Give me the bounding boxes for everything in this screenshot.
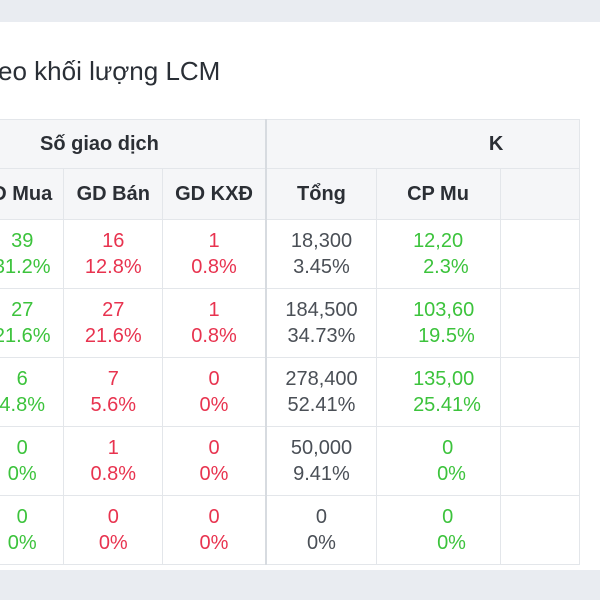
- bottom-background-strip: [0, 570, 600, 600]
- undetermined-cell: 1 0.8%: [162, 219, 267, 289]
- column-header-total: Tổng: [264, 168, 378, 220]
- overflow-cell: [500, 426, 580, 496]
- column-header-undetermined: GD KXĐ: [162, 168, 267, 220]
- total-cell: 50,000 9.41%: [264, 426, 378, 496]
- overflow-cell: [500, 495, 580, 565]
- sell-cell: 16 12.8%: [63, 219, 164, 289]
- sell-cell: 27 21.6%: [63, 288, 164, 358]
- overflow-cell: [500, 288, 580, 358]
- column-header-row: D Mua GD Bán GD KXĐ Tổng CP Mu: [0, 168, 580, 220]
- column-header-sell: GD Bán: [63, 168, 164, 220]
- buy-cell: 3931.2%: [0, 219, 65, 289]
- cp-buy-cell: 135,00 25.41%: [376, 357, 502, 427]
- cp-buy-cell: 0 0%: [376, 426, 502, 496]
- buy-cell: 0 0%: [0, 495, 65, 565]
- table-row: 0 0% 0 0% 0 0% 0 0% 0 0%: [0, 495, 580, 565]
- column-header-overflow: [500, 168, 580, 220]
- sell-cell: 0 0%: [63, 495, 164, 565]
- group-header-row: Số giao dịch K: [0, 119, 580, 169]
- overflow-cell: [500, 219, 580, 289]
- transaction-table: Số giao dịch K D Mua GD Bán GD KXĐ Tổng …: [0, 119, 580, 565]
- sell-cell: 7 5.6%: [63, 357, 164, 427]
- undetermined-cell: 0 0%: [162, 495, 267, 565]
- undetermined-cell: 1 0.8%: [162, 288, 267, 358]
- buy-cell: 0 0%: [0, 426, 65, 496]
- cp-buy-cell: 12,20 2.3%: [376, 219, 502, 289]
- total-cell: 0 0%: [264, 495, 378, 565]
- sell-cell: 1 0.8%: [63, 426, 164, 496]
- column-header-buy: D Mua: [0, 168, 65, 220]
- cp-buy-cell: 103,60 19.5%: [376, 288, 502, 358]
- undetermined-cell: 0 0%: [162, 426, 267, 496]
- card-title: eo khối lượng LCM: [0, 56, 221, 86]
- buy-cell: 6 4.8%: [0, 357, 65, 427]
- top-background-strip: [0, 0, 600, 22]
- group-header-volume: K: [264, 119, 580, 169]
- statistics-card: eo khối lượng LCM Số giao dịch K D Mua G…: [0, 22, 600, 570]
- column-header-cp-buy: CP Mu: [376, 168, 502, 220]
- group-header-transactions: Số giao dịch: [0, 119, 267, 169]
- total-cell: 18,300 3.45%: [264, 219, 378, 289]
- total-cell: 278,400 52.41%: [264, 357, 378, 427]
- overflow-cell: [500, 357, 580, 427]
- cp-buy-cell: 0 0%: [376, 495, 502, 565]
- undetermined-cell: 0 0%: [162, 357, 267, 427]
- table-row: 6 4.8% 7 5.6% 0 0% 278,400 52.41% 135,00 25.4…: [0, 357, 580, 427]
- table-row: 0 0% 1 0.8% 0 0% 50,000 9.41% 0 0%: [0, 426, 580, 496]
- total-cell: 184,500 34.73%: [264, 288, 378, 358]
